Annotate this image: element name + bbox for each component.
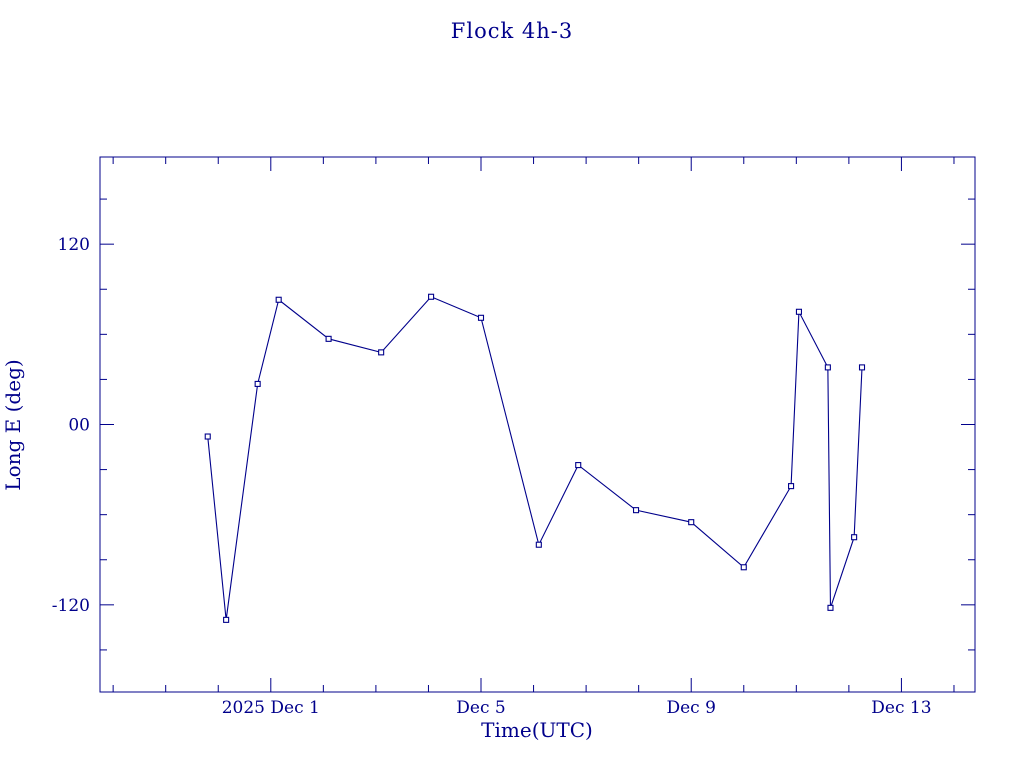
plot-area: 2025 Dec 1 Dec 5 Dec 9 Dec 13 120 00 -120 (52, 156, 976, 718)
plot-frame (99, 156, 976, 693)
y-tick-label: 00 (68, 416, 90, 436)
data-point-marker (740, 564, 747, 571)
x-tick-label: Dec 13 (871, 698, 931, 718)
data-point-marker (858, 364, 866, 371)
data-point-marker (535, 541, 542, 548)
data-point-marker (788, 483, 795, 490)
data-point-marker (688, 519, 695, 526)
data-point-marker (428, 293, 435, 300)
data-point-marker (827, 604, 834, 611)
y-tick-label: -120 (52, 596, 90, 616)
x-tick-label: 2025 Dec 1 (222, 698, 320, 718)
data-point-marker (254, 380, 261, 387)
data-point-marker (275, 296, 282, 303)
y-axis-label: Long E (deg) (1, 359, 25, 490)
data-point-marker (851, 534, 858, 541)
data-line (207, 296, 863, 620)
data-point-marker (325, 335, 332, 342)
data-point-marker (632, 507, 640, 514)
x-axis-label: Time(UTC) (481, 718, 593, 742)
data-point-marker (223, 616, 230, 623)
data-point-marker (824, 364, 831, 371)
data-point-marker (575, 462, 582, 469)
x-tick-label: Dec 5 (456, 698, 505, 718)
data-point-marker (795, 308, 802, 315)
y-tick-label: 120 (58, 235, 90, 255)
data-point-marker (477, 314, 485, 321)
data-point-marker (204, 433, 211, 440)
chart-title: Flock 4h-3 (451, 19, 573, 43)
x-tick-label: Dec 9 (666, 698, 715, 718)
data-point-marker (378, 349, 385, 356)
